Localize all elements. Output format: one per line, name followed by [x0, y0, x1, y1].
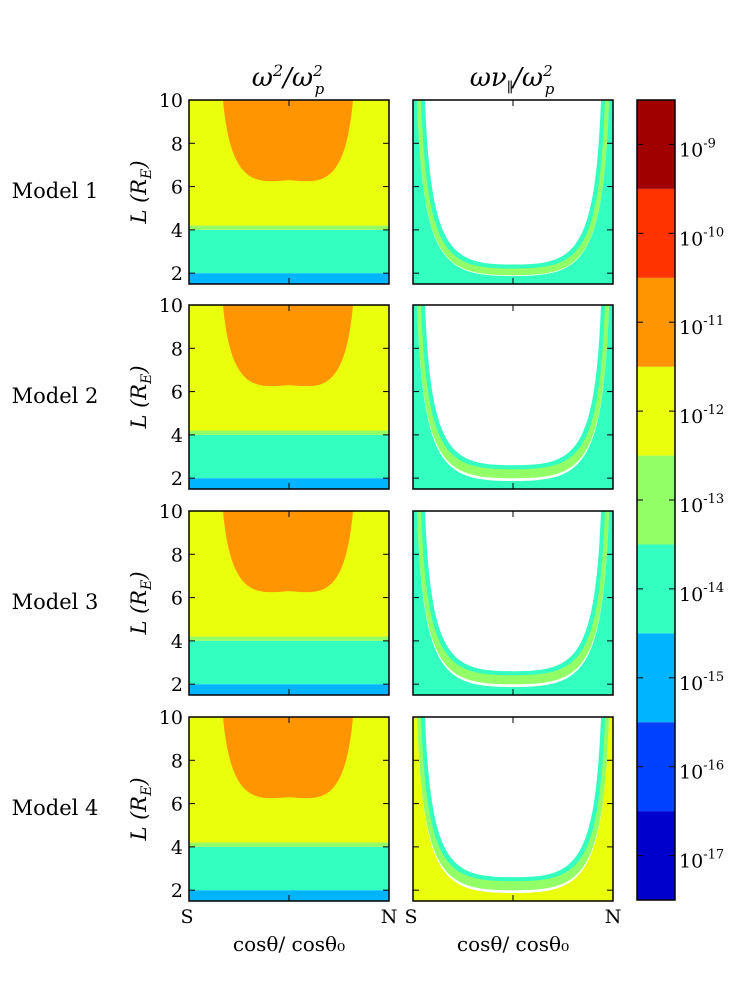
model-label: Model 4	[12, 796, 99, 820]
dome-region	[223, 717, 353, 799]
colorbar-segment	[637, 722, 675, 812]
colorbar-segment	[637, 277, 675, 367]
y-axis-label: L (RE)	[127, 160, 155, 224]
y-tick-label: 8	[171, 544, 183, 566]
colorbar-segment	[637, 100, 675, 189]
y-tick-label: 8	[171, 133, 183, 155]
y-tick-label: 6	[171, 177, 183, 199]
right-panel	[412, 304, 614, 490]
y-tick-label: 6	[171, 588, 183, 610]
left-panel	[188, 99, 390, 285]
colorbar-tick-label: 10-9	[679, 136, 716, 161]
blank-region	[425, 511, 601, 672]
band-10-13	[189, 842, 389, 847]
left-panel	[188, 716, 390, 902]
left-panel	[188, 510, 390, 696]
band-10-13	[189, 225, 389, 230]
dome-region	[223, 511, 353, 593]
column-title-omega-nu: ων∥/ω2 p	[470, 62, 555, 98]
band-10-14	[189, 434, 389, 479]
dome-region	[223, 100, 353, 182]
blank-region	[425, 100, 601, 265]
y-tick-label: 2	[171, 263, 183, 285]
band-10-13	[189, 636, 389, 641]
outer-band	[413, 100, 613, 284]
y-tick-label: 6	[171, 794, 183, 816]
outer-band	[413, 305, 613, 489]
y-tick-label: 10	[159, 707, 183, 729]
column-title-omega-squared: ω2/ω2 p	[252, 61, 325, 98]
y-tick-label: 2	[171, 674, 183, 696]
colorbar-segment	[637, 544, 675, 634]
colorbar-segment	[637, 455, 675, 545]
x-axis-label: cosθ/ cosθ₀	[233, 932, 345, 956]
colorbar-tick-label: 10-11	[679, 314, 724, 339]
blank-region	[425, 305, 601, 466]
right-panel	[412, 99, 614, 285]
colorbar-tick-label: 10-17	[679, 848, 724, 873]
outer-band	[413, 511, 613, 695]
y-tick-label: 2	[171, 468, 183, 490]
colorbar-segment	[637, 811, 675, 900]
y-tick-label: 2	[171, 880, 183, 902]
x-tick-label-south: S	[180, 906, 193, 928]
colorbar-segment	[637, 188, 675, 278]
model-label: Model 3	[12, 590, 99, 614]
y-tick-label: 10	[159, 501, 183, 523]
y-tick-label: 10	[159, 295, 183, 317]
x-axis-label: cosθ/ cosθ₀	[457, 932, 569, 956]
colorbar-tick-label: 10-10	[679, 225, 724, 250]
y-tick-label: 4	[171, 220, 183, 242]
y-axis-label: L (RE)	[127, 571, 155, 635]
y-tick-label: 8	[171, 750, 183, 772]
left-panel	[188, 304, 390, 490]
colorbar-tick-label: 10-14	[679, 581, 724, 606]
y-axis-label: L (RE)	[127, 777, 155, 841]
colorbar-tick-label: 10-15	[679, 670, 724, 695]
x-tick-label-north: N	[605, 906, 622, 928]
right-panel	[412, 510, 614, 696]
y-tick-label: 4	[171, 837, 183, 859]
y-tick-label: 10	[159, 90, 183, 112]
colorbar-tick-label: 10-13	[679, 492, 724, 517]
y-axis-label: L (RE)	[127, 365, 155, 429]
right-panel	[412, 716, 614, 902]
colorbar-segment	[637, 633, 675, 723]
band-10-14	[189, 229, 389, 274]
band-10-14	[189, 846, 389, 891]
model-label: Model 2	[12, 384, 99, 408]
y-tick-label: 8	[171, 338, 183, 360]
blank-region	[425, 717, 601, 878]
band-10-13	[189, 430, 389, 435]
y-tick-label: 4	[171, 425, 183, 447]
x-tick-label-north: N	[381, 906, 398, 928]
x-tick-label-south: S	[404, 906, 417, 928]
outer-band	[413, 717, 613, 901]
dome-region	[223, 305, 353, 387]
colorbar-tick-label: 10-16	[679, 759, 724, 784]
band-10-14	[189, 640, 389, 685]
model-label: Model 1	[12, 179, 99, 203]
colorbar-tick-label: 10-12	[679, 403, 724, 428]
colorbar-segment	[637, 366, 675, 456]
y-tick-label: 4	[171, 631, 183, 653]
y-tick-label: 6	[171, 382, 183, 404]
